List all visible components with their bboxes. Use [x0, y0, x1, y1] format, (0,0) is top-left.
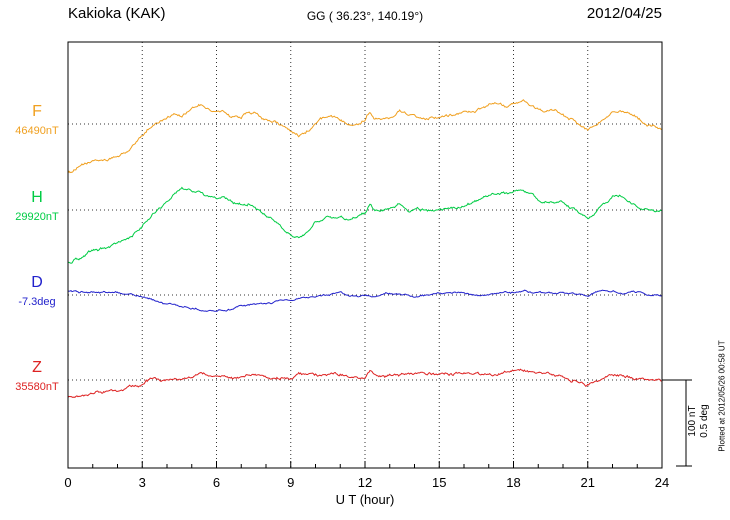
trace-label-F: F 46490nT — [8, 102, 66, 137]
x-tick-label: 21 — [581, 475, 595, 490]
trace-F — [67, 99, 662, 174]
x-axis-title: U T (hour) — [335, 492, 395, 507]
trace-label-Z: Z 35580nT — [8, 358, 66, 393]
trace-Z — [67, 368, 663, 398]
trace-baseline-H: 29920nT — [15, 211, 59, 223]
trace-baseline-D: -7.3deg — [18, 296, 56, 308]
x-tick-label: 3 — [139, 475, 146, 490]
x-tick-label: 0 — [64, 475, 71, 490]
x-tick-label: 24 — [655, 475, 669, 490]
scale-nt-label: 100 nT — [687, 405, 698, 437]
trace-label-D: D -7.3deg — [8, 273, 66, 308]
axis-tick-marks — [92, 461, 638, 468]
trace-D — [67, 289, 663, 312]
x-tick-label: 6 — [213, 475, 220, 490]
trace-lines — [67, 99, 663, 398]
scale-deg-label: 0.5 deg — [699, 404, 710, 438]
trace-letter-D: D — [31, 274, 43, 291]
scale-bar-labels: 100 nT 0.5 deg — [687, 389, 713, 453]
station-title: Kakioka (KAK) — [68, 5, 166, 22]
trace-baseline-Z: 35580nT — [15, 381, 59, 393]
geographic-coordinates: GG ( 36.23°, 140.19°) — [306, 9, 424, 23]
trace-letter-F: F — [32, 103, 42, 120]
trace-label-H: H 29920nT — [8, 188, 66, 223]
scale-bar — [662, 379, 692, 467]
plotted-at-note: Plotted at 2012/05/26 00:58 UT — [717, 340, 727, 452]
trace-letter-H: H — [31, 189, 43, 206]
trace-letter-Z: Z — [32, 359, 42, 376]
trace-H — [67, 186, 663, 264]
x-tick-label: 12 — [358, 475, 372, 490]
grid-lines — [141, 42, 589, 468]
x-tick-label: 18 — [506, 475, 520, 490]
x-tick-label: 15 — [432, 475, 446, 490]
axis-tick-labels: 0 3 6 9 12 15 18 21 24 — [64, 475, 669, 490]
x-tick-label: 9 — [287, 475, 294, 490]
plot-date: 2012/04/25 — [586, 5, 662, 22]
trace-baseline-F: 46490nT — [15, 125, 59, 137]
